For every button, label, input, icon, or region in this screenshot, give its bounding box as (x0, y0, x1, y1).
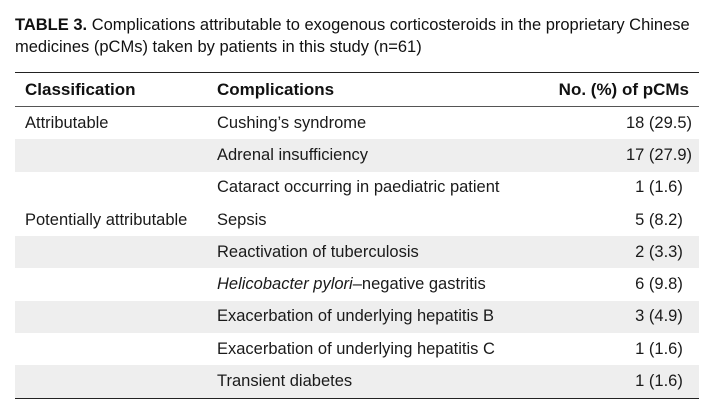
cell-count: 1 (1.6) (635, 178, 683, 197)
cell-complication: Exacerbation of underlying hepatitis C (217, 339, 495, 358)
cell-complication: Sepsis (217, 210, 267, 229)
table-row: Attributable Cushing’s syndrome 18 (29.5… (15, 107, 699, 139)
table-row: Adrenal insufficiency 17 (27.9) (15, 139, 699, 172)
cell-classification: Potentially attributable (25, 210, 188, 229)
cell-complication: Cushing’s syndrome (217, 113, 367, 132)
cell-count: 18 (29.5) (625, 113, 693, 132)
complications-table: Classification Complications No. (%) of … (15, 72, 699, 399)
cell-complication: Adrenal insufficiency (217, 145, 369, 164)
table-caption-text: Complications attributable to exogenous … (15, 16, 690, 56)
table-caption: TABLE 3. Complications attributable to e… (15, 14, 699, 58)
table-row: Helicobacter pylori–negative gastritis 6… (15, 268, 699, 300)
table-row: Transient diabetes 1 (1.6) (15, 365, 699, 398)
cell-count: 3 (4.9) (635, 307, 683, 326)
cell-complication: Cataract occurring in paediatric patient (217, 178, 500, 197)
cell-count: 6 (9.8) (635, 275, 683, 294)
cell-classification: Attributable (25, 113, 109, 132)
cell-complication: Helicobacter pylori–negative gastritis (217, 275, 547, 294)
cell-count: 2 (3.3) (635, 242, 683, 261)
cell-complication: Exacerbation of underlying hepatitis B (217, 307, 495, 326)
cell-count: 17 (27.9) (625, 145, 693, 164)
table-header-row: Classification Complications No. (%) of … (15, 73, 699, 107)
cell-count: 1 (1.6) (635, 372, 683, 391)
cell-count: 1 (1.6) (635, 339, 683, 358)
cell-count: 5 (8.2) (635, 210, 683, 229)
table-row: Cataract occurring in paediatric patient… (15, 172, 699, 204)
cell-complication-italic: Helicobacter pylori (217, 275, 353, 294)
table-row: Exacerbation of underlying hepatitis B 3… (15, 300, 699, 334)
header-complications: Complications (217, 79, 335, 99)
cell-complication: Transient diabetes (217, 372, 353, 391)
table-row: Exacerbation of underlying hepatitis C 1… (15, 333, 699, 365)
table-caption-label: TABLE 3. (15, 16, 88, 34)
header-classification: Classification (25, 79, 136, 99)
header-count: No. (%) of pCMs (558, 79, 689, 99)
cell-complication: Reactivation of tuberculosis (217, 242, 419, 261)
cell-complication-rest: –negative gastritis (352, 275, 486, 294)
table-row: Reactivation of tuberculosis 2 (3.3) (15, 236, 699, 269)
table-row: Potentially attributable Sepsis 5 (8.2) (15, 204, 699, 236)
